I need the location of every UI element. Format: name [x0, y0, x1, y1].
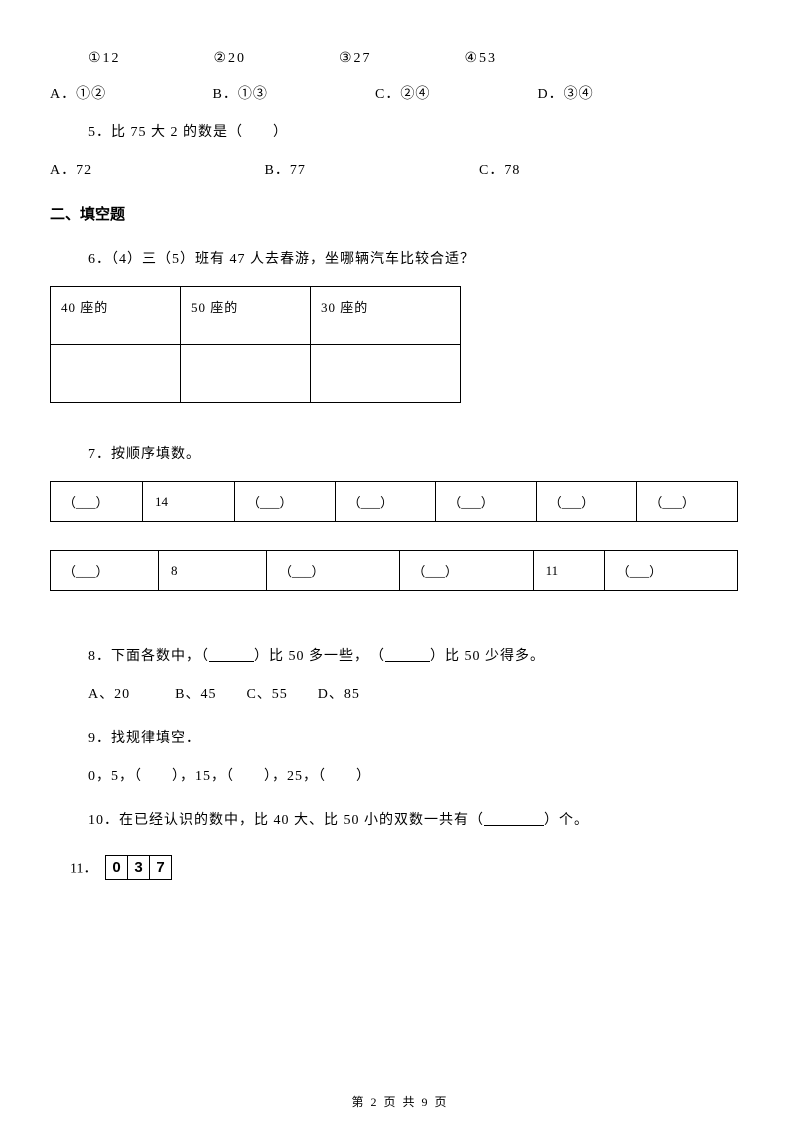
q9-text: 9．找规律填空．	[88, 727, 750, 747]
q11-digit-box: 0 3 7	[105, 855, 172, 880]
q5-choice-c: C．78	[479, 159, 520, 179]
q5-choice-b: B．77	[265, 159, 475, 179]
q7-cell-blank: （___）	[51, 551, 159, 591]
q10-text: 10．在已经认识的数中，比 40 大、比 50 小的双数一共有（ ）个。	[88, 809, 750, 829]
q7-cell-val: 8	[159, 551, 267, 591]
q6-cell-empty	[311, 345, 461, 403]
q4-opt-1: ①12	[88, 50, 208, 67]
q5-text: 5．比 75 大 2 的数是（ ）	[88, 121, 750, 141]
q8-text-c: ）比 50 少得多。	[430, 649, 545, 664]
q10-text-a: 10．在已经认识的数中，比 40 大、比 50 小的双数一共有（	[88, 813, 484, 828]
q7-cell-blank: （___）	[335, 482, 436, 522]
table-row: （___） 8 （___） （___） 11 （___）	[51, 551, 738, 591]
q11-digit-1: 0	[105, 856, 127, 880]
q4-choice-d: D．③④	[538, 83, 594, 103]
q6-text: 6．（4）三（5）班有 47 人去春游，坐哪辆汽车比较合适？	[88, 248, 750, 268]
q7-cell-blank: （___）	[637, 482, 738, 522]
q7-table-2: （___） 8 （___） （___） 11 （___）	[50, 550, 738, 591]
q7-cell-blank: （___）	[604, 551, 737, 591]
q11-label: 11．	[70, 862, 97, 877]
q11-row: 11． 0 3 7	[70, 855, 750, 880]
q4-opt-3: ③27	[339, 50, 459, 67]
q6-cell-2: 50 座的	[181, 287, 311, 345]
q8-text-b: ）比 50 多一些， （	[254, 649, 385, 664]
q7-cell-blank: （___）	[536, 482, 637, 522]
page-footer: 第 2 页 共 9 页	[0, 1093, 800, 1110]
q8-text: 8．下面各数中，（ ）比 50 多一些， （ ）比 50 少得多。	[88, 645, 750, 665]
table-row: （___） 14 （___） （___） （___） （___） （___）	[51, 482, 738, 522]
q7-cell-val: 11	[533, 551, 604, 591]
q7-cell-blank: （___）	[267, 551, 400, 591]
q7-cell-blank: （___）	[235, 482, 336, 522]
q7-cell-blank: （___）	[51, 482, 143, 522]
q11-digit-3: 7	[149, 856, 171, 880]
q4-choice-a: A．①②	[50, 83, 208, 103]
q4-options-row: ①12 ②20 ③27 ④53	[88, 50, 750, 67]
q5-choice-a: A．72	[50, 159, 260, 179]
q4-opt-2: ②20	[214, 50, 334, 67]
q6-table: 40 座的 50 座的 30 座的	[50, 286, 461, 403]
q5-choices: A．72 B．77 C．78	[50, 159, 750, 179]
q10-blank	[484, 813, 544, 828]
q7-text: 7．按顺序填数。	[88, 443, 750, 463]
table-row: 40 座的 50 座的 30 座的	[51, 287, 461, 345]
q4-choice-c: C．②④	[375, 83, 533, 103]
q8-blank-1	[209, 649, 254, 664]
q7-cell-blank: （___）	[400, 551, 533, 591]
q6-cell-1: 40 座的	[51, 287, 181, 345]
q4-choices-row: A．①② B．①③ C．②④ D．③④	[50, 83, 750, 103]
q6-cell-3: 30 座的	[311, 287, 461, 345]
q4-choice-b: B．①③	[213, 83, 371, 103]
q8-blank-2	[385, 649, 430, 664]
section-2-title: 二、填空题	[50, 203, 750, 224]
q6-cell-empty	[51, 345, 181, 403]
q11-digit-2: 3	[127, 856, 149, 880]
q10-text-b: ）个。	[544, 813, 589, 828]
q6-cell-empty	[181, 345, 311, 403]
q7-cell-val: 14	[143, 482, 235, 522]
q8-text-a: 8．下面各数中，（	[88, 649, 209, 664]
q7-cell-blank: （___）	[436, 482, 537, 522]
table-row: 0 3 7	[105, 856, 171, 880]
q9-seq: 0，5，（ ），15，（ ），25，（ ）	[88, 765, 750, 785]
q4-opt-4: ④53	[465, 50, 498, 67]
q8-options: A、20 B、45 C、55 D、85	[88, 683, 750, 703]
q7-table-1: （___） 14 （___） （___） （___） （___） （___）	[50, 481, 738, 522]
table-row	[51, 345, 461, 403]
